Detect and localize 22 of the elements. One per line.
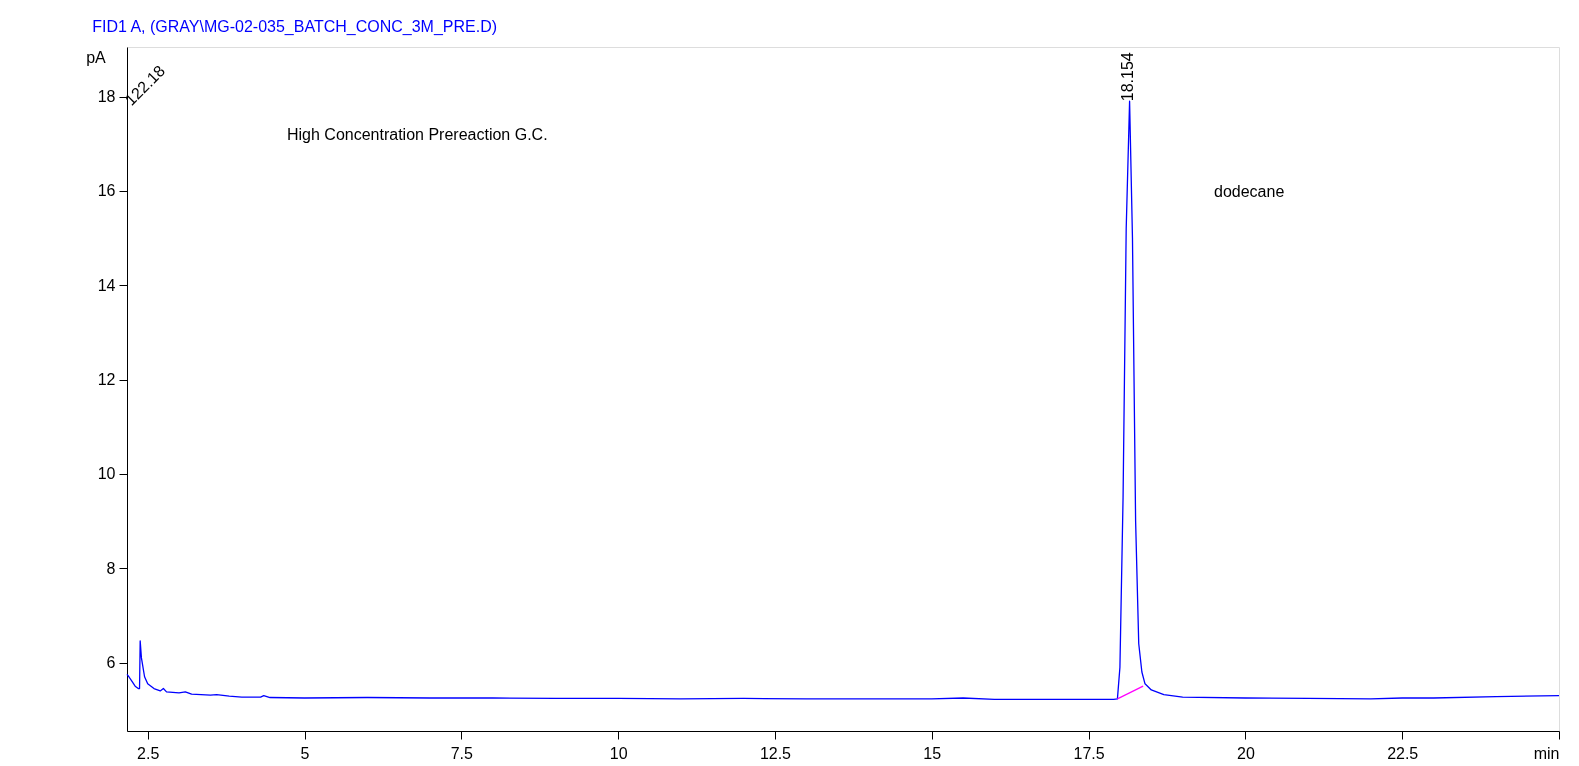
x-tick-label: 12.5 bbox=[759, 744, 792, 762]
y-tick-label: 12 bbox=[97, 371, 116, 389]
y-tick-label: 10 bbox=[97, 465, 116, 483]
x-tick-label: 5 bbox=[300, 744, 310, 762]
annotation: High Concentration Prereaction G.C. bbox=[287, 126, 548, 143]
annotation: 18.154 bbox=[1118, 52, 1136, 102]
x-tick-label: 7.5 bbox=[450, 744, 474, 762]
x-tick-label: 17.5 bbox=[1073, 744, 1105, 762]
x-tick-label: 22.5 bbox=[1387, 744, 1419, 762]
y-tick-label: 14 bbox=[97, 276, 116, 294]
y-tick-label: 6 bbox=[106, 654, 116, 672]
y-tick-label: 18 bbox=[97, 88, 116, 106]
chart-title: FID1 A, (GRAY\MG-02-035_BATCH_CONC_3M_PRE.D) bbox=[92, 18, 498, 36]
annotation: dodecane bbox=[1214, 183, 1285, 200]
x-tick-label: 2.5 bbox=[137, 744, 160, 762]
x-tick-label: 20 bbox=[1236, 744, 1255, 762]
y-tick-label: 16 bbox=[97, 182, 116, 200]
x-tick-label: 15 bbox=[923, 744, 942, 762]
y-tick-label: 8 bbox=[106, 559, 116, 577]
x-tick-label: 10 bbox=[609, 744, 628, 762]
y-axis-title: pA bbox=[86, 49, 107, 66]
x-tick-label: min bbox=[1533, 744, 1560, 762]
